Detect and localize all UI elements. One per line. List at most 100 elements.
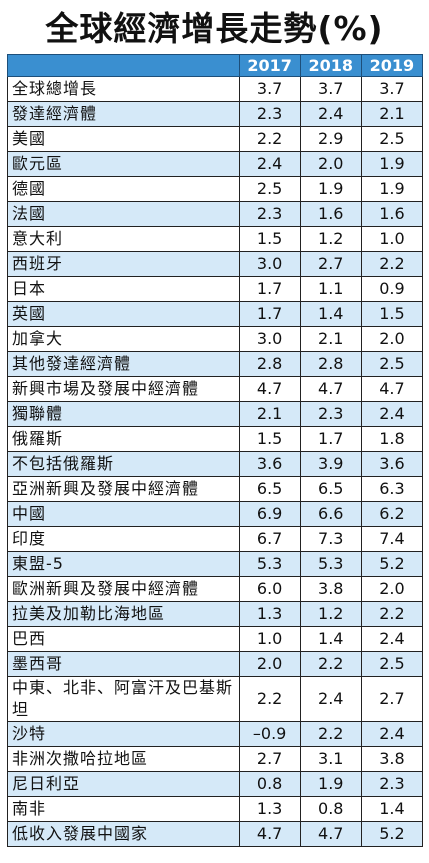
value-cell: 5.2 — [360, 551, 424, 577]
value-cell: 3.7 — [238, 76, 301, 102]
row-label: 全球總增長 — [7, 76, 240, 102]
row-label: 巴西 — [7, 626, 240, 652]
value-cell: 2.3 — [238, 101, 301, 127]
value-cell: 2.1 — [360, 101, 424, 127]
value-cell: 2.8 — [299, 351, 362, 377]
value-cell: 5.2 — [360, 821, 424, 847]
table-row: 歐元區 2.4 2.0 1.9 — [7, 151, 424, 177]
value-cell: 2.5 — [238, 176, 301, 202]
value-cell: 0.8 — [238, 771, 301, 797]
value-cell: 1.4 — [360, 796, 424, 822]
value-cell: 2.2 — [360, 251, 424, 277]
table-row: 發達經濟體 2.3 2.4 2.1 — [7, 101, 424, 127]
header-cell — [7, 54, 240, 77]
value-cell: 2.3 — [299, 401, 362, 427]
value-cell: 1.2 — [299, 601, 362, 627]
table-body: 全球總增長 3.7 3.7 3.7 發達經濟體 2.3 2.4 2.1 美國 2.2 2.9 2.5 歐… — [7, 76, 424, 847]
value-cell: 3.9 — [299, 451, 362, 477]
row-label: 加拿大 — [7, 326, 240, 352]
value-cell: 2.9 — [299, 126, 362, 152]
value-cell: 3.0 — [238, 251, 301, 277]
value-cell: 2.1 — [238, 401, 301, 427]
value-cell: 1.9 — [299, 771, 362, 797]
row-label: 東盟-5 — [7, 551, 240, 577]
value-cell: 1.5 — [238, 226, 301, 252]
value-cell: 1.7 — [299, 426, 362, 452]
value-cell: 2.7 — [360, 676, 424, 722]
value-cell: 1.0 — [360, 226, 424, 252]
value-cell: 4.7 — [360, 376, 424, 402]
value-cell: 2.1 — [299, 326, 362, 352]
value-cell: 2.0 — [238, 651, 301, 677]
table-row: 德國 2.5 1.9 1.9 — [7, 176, 424, 202]
value-cell: 2.7 — [299, 251, 362, 277]
table-row: 尼日利亞 0.8 1.9 2.3 — [7, 771, 424, 797]
row-label: 西班牙 — [7, 251, 240, 277]
value-cell: 5.3 — [238, 551, 301, 577]
row-label: 亞洲新興及發展中經濟體 — [7, 476, 240, 502]
row-label: 沙特 — [7, 721, 240, 747]
value-cell: 2.4 — [299, 101, 362, 127]
value-cell: 2.0 — [299, 151, 362, 177]
value-cell: 1.7 — [238, 276, 301, 302]
value-cell: 2.4 — [238, 151, 301, 177]
growth-table: 2017 2018 2019 全球總增長 3.7 3.7 3.7 發達經濟體 2.3 2.4 2.… — [7, 54, 424, 847]
row-label: 印度 — [7, 526, 240, 552]
value-cell: 2.2 — [299, 721, 362, 747]
value-cell: 2.7 — [238, 746, 301, 772]
table-row: 加拿大 3.0 2.1 2.0 — [7, 326, 424, 352]
value-cell: 1.6 — [299, 201, 362, 227]
value-cell: 1.9 — [360, 151, 424, 177]
row-label: 歐洲新興及發展中經濟體 — [7, 576, 240, 602]
table-row: 低收入發展中國家 4.7 4.7 5.2 — [7, 821, 424, 847]
row-label: 德國 — [7, 176, 240, 202]
row-label: 墨西哥 — [7, 651, 240, 677]
value-cell: 3.6 — [360, 451, 424, 477]
row-label: 低收入發展中國家 — [7, 821, 240, 847]
value-cell: 2.4 — [299, 676, 362, 722]
value-cell: 3.8 — [360, 746, 424, 772]
value-cell: 3.7 — [360, 76, 424, 102]
row-label: 拉美及加勒比海地區 — [7, 601, 240, 627]
value-cell: 6.3 — [360, 476, 424, 502]
header-cell: 2018 — [299, 54, 362, 77]
value-cell: 2.5 — [360, 651, 424, 677]
row-label: 南非 — [7, 796, 240, 822]
table-row: 非洲次撒哈拉地區 2.7 3.1 3.8 — [7, 746, 424, 772]
value-cell: 2.4 — [360, 721, 424, 747]
value-cell: 2.5 — [360, 351, 424, 377]
value-cell: 0.8 — [299, 796, 362, 822]
header-cell: 2017 — [238, 54, 301, 77]
value-cell: 3.0 — [238, 326, 301, 352]
table-row: 西班牙 3.0 2.7 2.2 — [7, 251, 424, 277]
row-label: 俄羅斯 — [7, 426, 240, 452]
row-label: 其他發達經濟體 — [7, 351, 240, 377]
value-cell: 1.4 — [299, 301, 362, 327]
header-row: 2017 2018 2019 — [7, 54, 424, 77]
value-cell: 1.2 — [299, 226, 362, 252]
value-cell: 3.1 — [299, 746, 362, 772]
row-label: 歐元區 — [7, 151, 240, 177]
value-cell: 6.0 — [238, 576, 301, 602]
row-label: 獨聯體 — [7, 401, 240, 427]
row-label: 美國 — [7, 126, 240, 152]
row-label: 意大利 — [7, 226, 240, 252]
value-cell: 2.3 — [238, 201, 301, 227]
header-cell: 2019 — [360, 54, 424, 77]
table-row: 沙特 –0.9 2.2 2.4 — [7, 721, 424, 747]
table-row: 其他發達經濟體 2.8 2.8 2.5 — [7, 351, 424, 377]
value-cell: 1.8 — [360, 426, 424, 452]
value-cell: 2.8 — [238, 351, 301, 377]
value-cell: 2.2 — [299, 651, 362, 677]
table-row: 意大利 1.5 1.2 1.0 — [7, 226, 424, 252]
value-cell: 6.6 — [299, 501, 362, 527]
table-row: 美國 2.2 2.9 2.5 — [7, 126, 424, 152]
value-cell: 6.5 — [299, 476, 362, 502]
table-row: 新興市場及發展中經濟體 4.7 4.7 4.7 — [7, 376, 424, 402]
value-cell: 4.7 — [238, 821, 301, 847]
value-cell: 1.7 — [238, 301, 301, 327]
value-cell: 3.6 — [238, 451, 301, 477]
title: 全球經濟增長走勢(%) — [45, 9, 384, 48]
value-cell: 1.9 — [360, 176, 424, 202]
value-cell: 2.0 — [360, 326, 424, 352]
